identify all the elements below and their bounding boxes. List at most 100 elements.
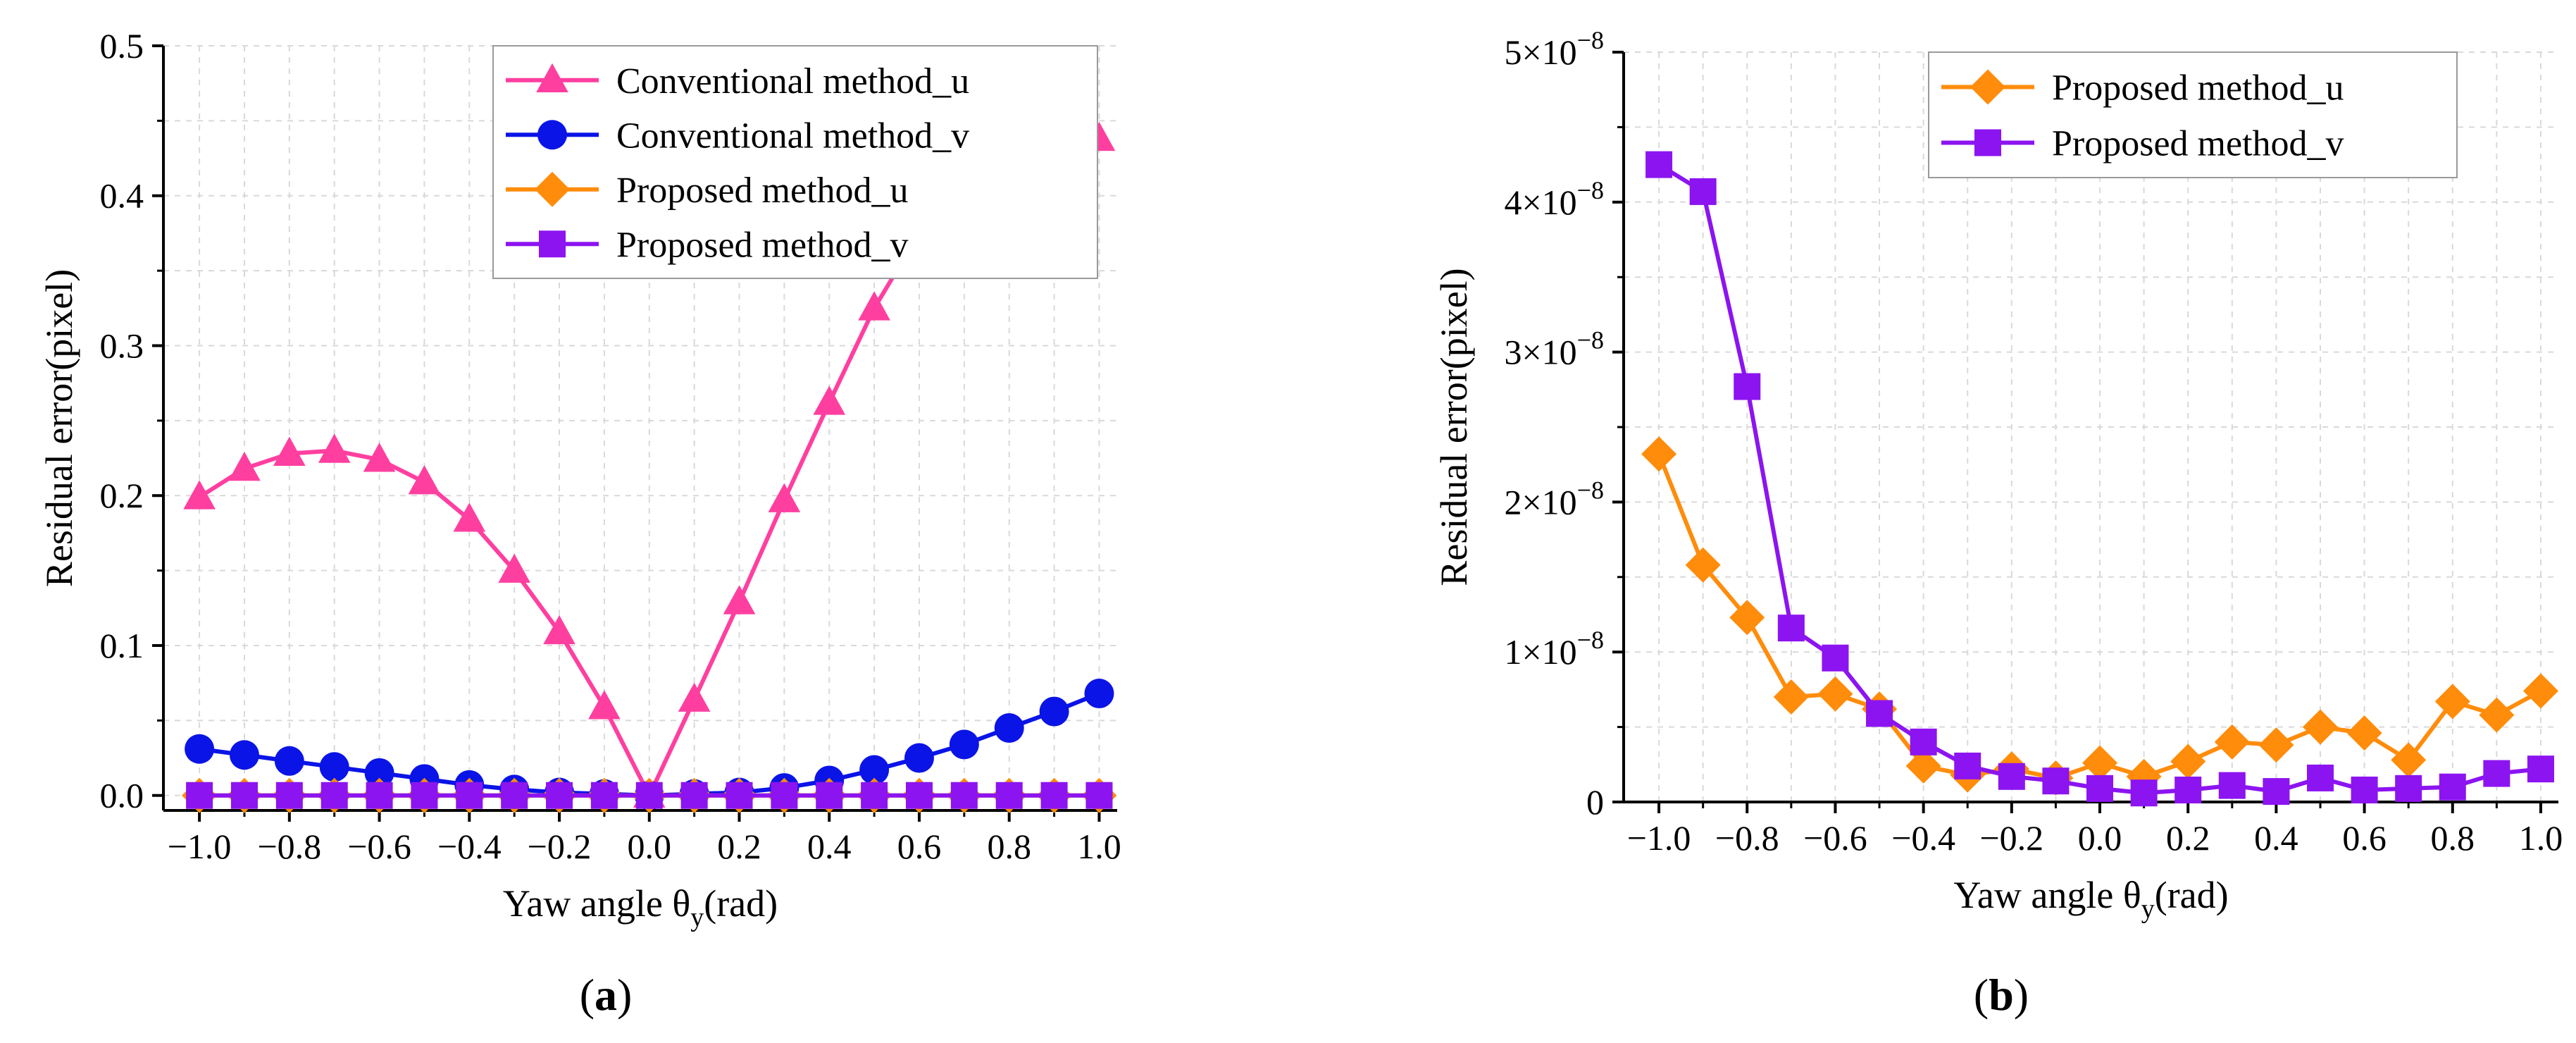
chart-a-point-1-16 xyxy=(904,743,934,773)
chart-a-point-3-6 xyxy=(456,782,483,809)
chart-b-series-1 xyxy=(1645,151,2554,807)
chart-a-point-0-6 xyxy=(453,502,486,532)
chart-a-point-3-2 xyxy=(275,782,303,809)
chart-b-point-1-8 xyxy=(1998,763,2025,790)
chart-a-legend-marker-3 xyxy=(539,230,566,258)
chart-b-point-1-11 xyxy=(2130,779,2158,807)
chart-b-legend-box xyxy=(1928,51,2458,178)
chart-b-ytick-label-exp-2: −8 xyxy=(1577,476,1604,504)
chart-b-point-1-1 xyxy=(1689,178,1717,205)
chart-a-point-0-12 xyxy=(723,585,756,615)
chart-a-point-3-4 xyxy=(366,782,393,809)
chart-a-point-0-2 xyxy=(273,436,306,466)
chart-b-ytick-label-3: 3×10−8 xyxy=(1504,326,1604,372)
chart-b-point-0-12 xyxy=(2170,743,2206,779)
chart-a-legend-label-3: Proposed method_v xyxy=(616,225,909,265)
chart-a-point-3-17 xyxy=(950,782,978,809)
chart-a-ytick-label-2: 0.2 xyxy=(100,476,144,515)
chart-b-point-0-10 xyxy=(2082,745,2118,781)
chart-b-x-axis-label-unit: (rad) xyxy=(2155,874,2229,916)
chart-b-xtick-label-0: −1.0 xyxy=(1627,818,1691,858)
chart-b-ytick-label-0: 0 xyxy=(1586,782,1604,822)
chart-a-point-3-5 xyxy=(411,782,438,809)
chart-b-xtick-label-1: −0.8 xyxy=(1715,818,1779,858)
chart-b-ytick-label-exp-1: −8 xyxy=(1577,626,1604,654)
chart-a-point-3-11 xyxy=(680,782,708,809)
chart-a-x-axis-label-sub: y xyxy=(690,903,704,932)
chart-a-legend: Conventional method_u Conventional method… xyxy=(492,45,1098,279)
chart-b-legend-marker-1 xyxy=(1974,129,2001,156)
chart-a-legend-box xyxy=(492,45,1098,279)
chart-a-xtick-label-1: −0.8 xyxy=(257,827,321,866)
chart-b-point-1-13 xyxy=(2218,772,2246,799)
chart-b-point-0-18 xyxy=(2434,684,2470,720)
chart-b-x-axis-label-main: Yaw angle θ xyxy=(1953,874,2141,916)
chart-b-x-axis-label: Yaw angle θy(rad) xyxy=(1953,874,2228,924)
chart-a-point-0-7 xyxy=(498,553,530,583)
chart-a-point-1-17 xyxy=(949,729,979,760)
chart-a-point-1-19 xyxy=(1039,696,1069,727)
chart-b-legend: Proposed method_u Proposed method_v xyxy=(1928,51,2458,178)
chart-b-point-1-17 xyxy=(2395,774,2422,802)
chart-b-ytick-label-base-1: 1×10 xyxy=(1504,632,1576,672)
chart-b-point-1-19 xyxy=(2483,760,2510,787)
chart-a-point-3-13 xyxy=(771,782,798,809)
chart-b-point-0-16 xyxy=(2346,715,2382,751)
chart-a-point-3-7 xyxy=(501,782,528,809)
chart-b-xtick-label-5: 0.0 xyxy=(2078,818,2122,858)
chart-a-x-axis-label-unit: (rad) xyxy=(704,882,778,925)
chart-a-point-0-5 xyxy=(408,465,441,495)
chart-a-xtick-label-5: 0.0 xyxy=(628,827,672,866)
chart-b-xtick-label-4: −0.2 xyxy=(1979,818,2043,858)
chart-a-point-0-11 xyxy=(678,682,711,712)
chart-a-point-3-19 xyxy=(1040,782,1068,809)
chart-a-point-1-4 xyxy=(364,758,394,788)
chart-a-point-1-18 xyxy=(994,712,1024,743)
chart-a-point-1-0 xyxy=(185,734,215,764)
chart-b-point-0-14 xyxy=(2258,727,2294,763)
chart-b-point-1-3 xyxy=(1777,615,1805,642)
chart-b-xtick-label-10: 1.0 xyxy=(2519,818,2563,858)
chart-a-xtick-label-8: 0.6 xyxy=(897,827,942,866)
chart-b-point-1-2 xyxy=(1734,373,1761,400)
chart-b-point-0-15 xyxy=(2302,709,2338,745)
chart-b-point-1-12 xyxy=(2174,776,2202,803)
chart-b-xtick-label-6: 0.2 xyxy=(2166,818,2210,858)
chart-a-point-1-20 xyxy=(1084,679,1114,709)
chart-b-ytick-label-exp-4: −8 xyxy=(1577,176,1604,204)
chart-b-point-1-5 xyxy=(1866,700,1893,727)
chart-a-ytick-label-5: 0.5 xyxy=(100,26,144,66)
chart-a-point-0-3 xyxy=(318,433,351,463)
chart-b-point-1-9 xyxy=(2042,767,2070,795)
chart-a-point-0-15 xyxy=(858,291,890,321)
chart-b-legend-marker-0 xyxy=(1970,69,2005,105)
chart-a-ytick-label-3: 0.3 xyxy=(100,326,144,365)
chart-b-ytick-label-exp-5: −8 xyxy=(1577,26,1604,54)
chart-a-point-1-2 xyxy=(274,746,304,776)
chart-b-ytick-label-base-4: 4×10 xyxy=(1504,183,1576,222)
chart-a-point-0-13 xyxy=(768,483,801,512)
chart-a-xtick-label-4: −0.2 xyxy=(528,827,592,866)
chart-b-legend-label-0: Proposed method_u xyxy=(2052,68,2344,109)
chart-a-legend-marker-1 xyxy=(537,120,567,150)
chart-a-ytick-label-0: 0.0 xyxy=(100,776,144,815)
chart-a-y-axis-label: Residual error(pixel) xyxy=(38,269,80,587)
chart-a-xtick-label-9: 0.8 xyxy=(987,827,1031,866)
chart-a-point-3-15 xyxy=(861,782,888,809)
chart-b-point-0-3 xyxy=(1773,679,1809,715)
chart-a-point-0-8 xyxy=(543,615,575,645)
chart-b-point-1-20 xyxy=(2527,755,2554,783)
chart-a-series-3 xyxy=(186,782,1113,809)
chart-b-ytick-label-base-3: 3×10 xyxy=(1504,333,1576,372)
chart-b-point-0-19 xyxy=(2479,697,2515,733)
chart-a-xtick-label-2: −0.6 xyxy=(347,827,411,866)
chart-a-point-0-1 xyxy=(228,451,261,481)
chart-b-ytick-label-exp-3: −8 xyxy=(1577,326,1604,354)
chart-b-point-0-0 xyxy=(1641,436,1677,472)
chart-b-ytick-label-4: 4×10−8 xyxy=(1504,176,1604,222)
chart-b-point-0-6 xyxy=(1905,748,1941,784)
chart-a-point-3-1 xyxy=(230,782,258,809)
chart-b-point-1-15 xyxy=(2306,764,2334,791)
chart-a-point-3-20 xyxy=(1085,782,1113,809)
chart-a-legend-marker-2 xyxy=(535,171,570,207)
